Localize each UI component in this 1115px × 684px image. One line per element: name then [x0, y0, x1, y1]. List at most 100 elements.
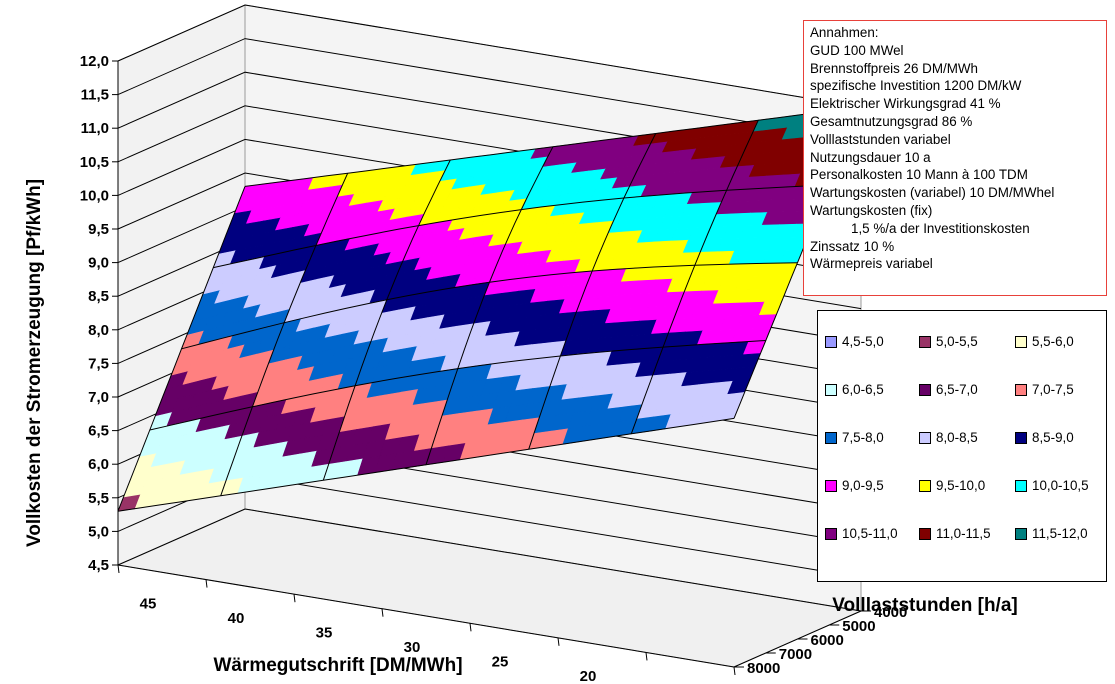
x-tick-label: 45	[140, 595, 157, 612]
z-tick-label: 6,5	[88, 423, 109, 440]
y-tick-label: 5000	[842, 618, 875, 635]
x-tick-label: 40	[228, 610, 245, 627]
z-tick-label: 5,5	[88, 490, 109, 507]
legend-swatch	[1015, 431, 1027, 444]
x-tick	[469, 623, 472, 632]
z-tick-label: 8,5	[88, 288, 109, 305]
x-tick-label: 30	[404, 639, 421, 656]
legend-swatch	[1015, 479, 1027, 492]
y-tick-label: 8000	[747, 660, 780, 677]
mesh-line	[244, 106, 862, 187]
x-tick-label: 20	[580, 668, 597, 684]
z-tick-label: 4,5	[88, 557, 109, 574]
z-tick-label: 11,0	[81, 120, 109, 137]
legend-label: 10,0-10,5	[1032, 478, 1089, 493]
legend-label: 4,5-5,0	[842, 334, 884, 349]
legend-label: 6,5-7,0	[936, 382, 978, 397]
legend-label: 11,0-11,5	[936, 526, 991, 541]
assumption-line: Gesamtnutzungsgrad 86 %	[810, 113, 973, 129]
legend-label: 5,0-5,5	[936, 334, 978, 349]
z-tick-label: 8,0	[88, 322, 109, 339]
z-tick-label: 9,0	[88, 255, 109, 272]
legend-item: 10,5-11,0	[825, 526, 898, 541]
legend-swatch	[825, 527, 837, 540]
legend-label: 8,5-9,0	[1032, 430, 1074, 445]
assumption-line: Nutzungsdauer 10 a	[810, 149, 931, 165]
x-tick	[117, 564, 120, 574]
legend-label: 6,0-6,5	[842, 382, 884, 397]
legend-item: 10,0-10,5	[1015, 478, 1089, 493]
assumptions-box: Annahmen: GUD 100 MWel Brennstoffpreis 26 …	[803, 20, 1107, 296]
legend-item: 5,0-5,5	[919, 334, 978, 349]
legend-item: 11,0-11,5	[919, 526, 991, 541]
z-axis-title: Vollkosten der Stromerzeugung [Pf/kWh]	[24, 179, 45, 547]
axes: 4,5 5,0 5,5 6,0 6,5 7,0 7,5 8,0 8,5 9,0 9,5 10,0 10,…	[80, 53, 908, 684]
legend-item: 8,5-9,0	[1015, 430, 1074, 445]
x-axis-title: Wärmegutschrift [DM/MWh]	[213, 655, 462, 676]
x-tick	[645, 652, 648, 661]
legend-label: 10,5-11,0	[842, 526, 898, 541]
assumption-line: Brennstoffpreis 26 DM/MWh	[810, 60, 978, 76]
legend-swatch	[919, 383, 931, 396]
assumption-line: Wartungskosten (fix)	[810, 202, 933, 218]
z-tick-label: 5,0	[88, 523, 109, 540]
legend-item: 9,5-10,0	[919, 478, 985, 493]
assumption-line: Zinssatz 10 %	[810, 238, 895, 254]
legend-item: 6,0-6,5	[825, 382, 884, 397]
legend-swatch	[919, 335, 931, 348]
legend-item: 8,0-8,5	[919, 430, 978, 445]
mesh-line	[149, 340, 766, 431]
mesh-line	[117, 417, 735, 512]
gridline	[117, 508, 862, 612]
legend-item: 7,0-7,5	[1015, 382, 1074, 397]
legend-swatch	[825, 479, 837, 492]
legend-item: 6,5-7,0	[919, 382, 978, 397]
z-tick-label: 9,5	[88, 221, 109, 238]
legend-swatch	[1015, 383, 1027, 396]
x-tick-label: 15	[668, 683, 685, 684]
z-tick-label: 11,5	[81, 87, 109, 104]
x-tick	[733, 666, 736, 676]
legend: 4,5-5,0 5,0-5,5 5,5-6,0 6,0-6,5 6,5-7,0 7,0-7…	[817, 310, 1107, 582]
legend-label: 7,5-8,0	[842, 430, 884, 445]
legend-item: 9,0-9,5	[825, 478, 884, 493]
gridline	[117, 4, 862, 108]
mesh-line	[213, 184, 830, 269]
legend-item: 11,5-12,0	[1015, 526, 1088, 541]
legend-label: 9,0-9,5	[842, 478, 884, 493]
z-tick-label: 10,0	[80, 187, 109, 204]
assumption-line: Wartungskosten (variabel) 10 DM/MWhel	[810, 185, 1055, 201]
legend-label: 5,5-6,0	[1032, 334, 1074, 349]
legend-swatch	[919, 527, 931, 540]
legend-item: 4,5-5,0	[825, 334, 884, 349]
assumption-line: Elektrischer Wirkungsgrad 41 %	[810, 96, 1001, 112]
legend-label: 11,5-12,0	[1032, 526, 1088, 541]
y-tick-label: 7000	[779, 646, 812, 663]
assumption-line: GUD 100 MWel	[810, 42, 904, 58]
assumption-line: spezifische Investition 1200 DM/kW	[810, 78, 1022, 94]
z-tick-label: 6,0	[88, 456, 109, 473]
x-tick	[381, 608, 384, 617]
y-axis-title: Volllaststunden [h/a]	[832, 595, 1017, 616]
legend-swatch	[1015, 335, 1027, 348]
x-tick-label: 35	[316, 624, 333, 641]
mesh-line	[181, 262, 798, 350]
z-tick-label: 10,5	[80, 154, 109, 171]
y-tick-label: 6000	[811, 632, 844, 649]
y-tick-label: 4000	[874, 604, 907, 621]
z-tick-label: 7,5	[88, 355, 109, 372]
legend-swatch	[919, 431, 931, 444]
legend-swatch	[825, 335, 837, 348]
legend-swatch	[1015, 527, 1027, 540]
x-tick	[557, 637, 560, 646]
legend-swatch	[825, 431, 837, 444]
legend-label: 8,0-8,5	[936, 430, 978, 445]
assumption-line: Personalkosten 10 Mann à 100 TDM	[810, 167, 1028, 183]
legend-label: 7,0-7,5	[1032, 382, 1074, 397]
z-tick-label: 7,0	[88, 389, 109, 406]
assumption-line: Wärmepreis variabel	[810, 256, 933, 272]
x-tick-label: 25	[492, 654, 509, 671]
gridline	[117, 38, 862, 142]
legend-item: 7,5-8,0	[825, 430, 884, 445]
